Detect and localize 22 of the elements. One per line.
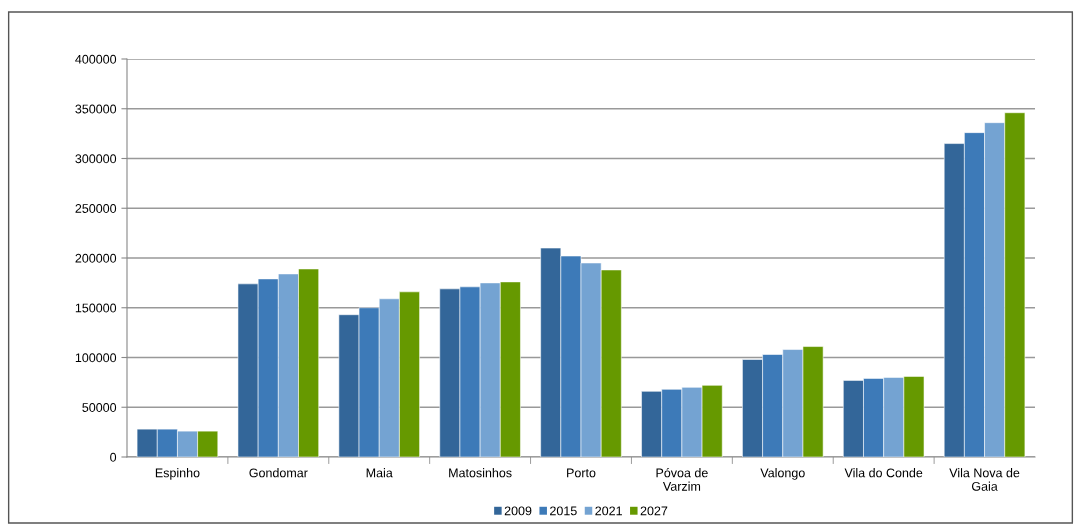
x-tick-label: Vila do Conde — [844, 468, 923, 478]
x-tick-label: Vila Nova de Gaia — [949, 468, 1020, 491]
y-tick-label: 50000 — [82, 403, 117, 412]
legend-label: 2027 — [640, 506, 668, 516]
x-tick-label: Valongo — [760, 468, 805, 480]
y-tick-label: 350000 — [75, 104, 117, 114]
y-tick-label: 250000 — [75, 204, 117, 213]
y-tick-label: 0 — [110, 452, 117, 462]
y-tick-label: 400000 — [75, 54, 117, 64]
x-tick-label: Espinho — [155, 468, 200, 480]
y-tick-label: 200000 — [75, 253, 117, 263]
legend-label: 2009 — [504, 506, 532, 516]
x-tick-label: Maia — [366, 468, 393, 478]
x-tick-label: Porto — [567, 468, 596, 478]
legend-label: 2015 — [550, 506, 577, 516]
y-tick-label: 150000 — [75, 303, 117, 313]
x-tick-label: Gondomar — [249, 468, 308, 478]
x-tick-label: Matosinhos — [449, 468, 512, 478]
y-tick-label: 100000 — [75, 353, 117, 363]
x-tick-label: Póvoa de Varzim — [656, 467, 708, 491]
legend-label: 2021 — [595, 506, 622, 516]
y-tick-label: 300000 — [75, 154, 117, 164]
